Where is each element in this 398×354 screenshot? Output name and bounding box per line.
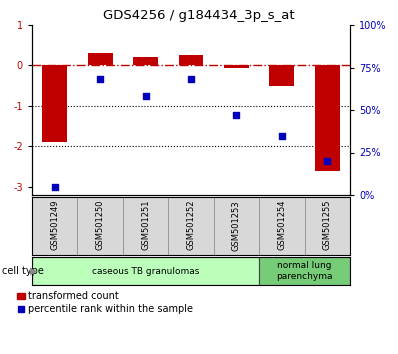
Text: ▶: ▶ xyxy=(30,266,37,276)
Text: GSM501253: GSM501253 xyxy=(232,200,241,251)
Point xyxy=(233,112,240,118)
Bar xyxy=(179,55,203,65)
Point xyxy=(97,76,103,82)
Bar xyxy=(88,53,113,65)
Bar xyxy=(42,65,67,142)
Text: GSM501250: GSM501250 xyxy=(96,200,105,250)
Bar xyxy=(32,257,259,285)
Text: GSM501251: GSM501251 xyxy=(141,200,150,250)
Text: normal lung
parenchyma: normal lung parenchyma xyxy=(276,261,333,281)
Bar xyxy=(269,65,295,86)
Text: GDS4256 / g184434_3p_s_at: GDS4256 / g184434_3p_s_at xyxy=(103,9,295,22)
Point xyxy=(324,158,330,164)
Text: GSM501255: GSM501255 xyxy=(323,200,332,250)
Bar xyxy=(259,257,350,285)
Point xyxy=(51,184,58,189)
Legend: transformed count, percentile rank within the sample: transformed count, percentile rank withi… xyxy=(17,291,193,314)
Point xyxy=(188,76,194,82)
Text: GSM501249: GSM501249 xyxy=(50,200,59,250)
Bar xyxy=(315,65,340,171)
Text: GSM501254: GSM501254 xyxy=(277,200,286,250)
Bar xyxy=(133,57,158,65)
Point xyxy=(279,133,285,138)
Text: caseous TB granulomas: caseous TB granulomas xyxy=(92,267,199,275)
Bar xyxy=(224,65,249,68)
Text: GSM501252: GSM501252 xyxy=(187,200,195,250)
Text: cell type: cell type xyxy=(2,266,44,276)
Point xyxy=(142,93,149,99)
